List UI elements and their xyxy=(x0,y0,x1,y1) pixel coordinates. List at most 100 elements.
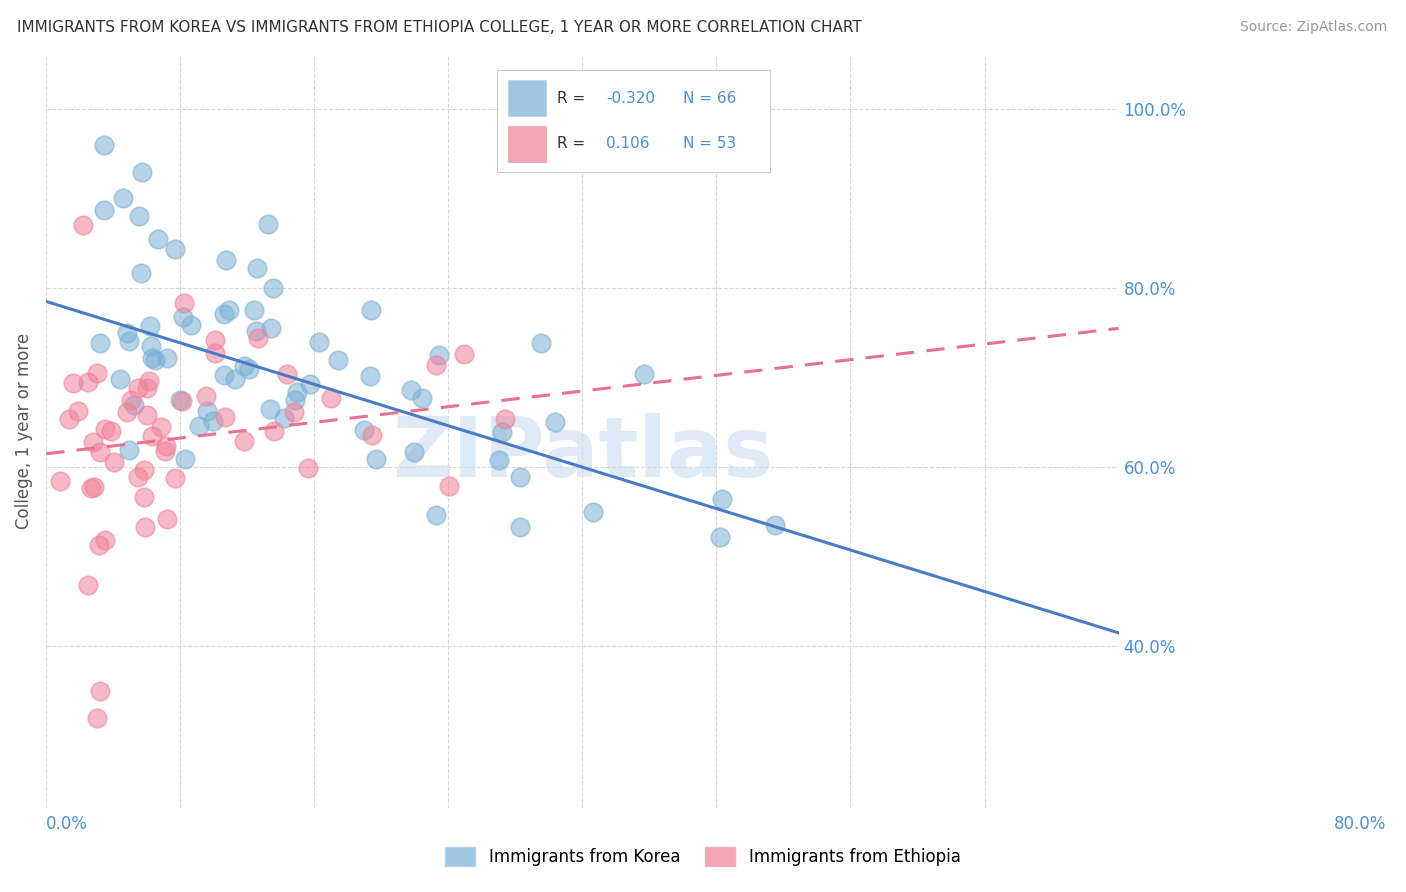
Point xyxy=(82,435,104,450)
Point xyxy=(156,351,179,366)
Point xyxy=(509,470,531,484)
Point xyxy=(93,137,115,152)
Point xyxy=(214,410,236,425)
Point xyxy=(243,302,266,317)
Text: 80.0%: 80.0% xyxy=(1334,815,1386,833)
Point xyxy=(77,376,100,390)
Point xyxy=(529,336,551,351)
Point xyxy=(112,191,135,205)
Point xyxy=(453,346,475,360)
Point xyxy=(224,372,246,386)
Point xyxy=(141,351,163,365)
Point xyxy=(297,461,319,475)
Point xyxy=(427,348,450,362)
Point xyxy=(108,372,131,386)
Point xyxy=(128,210,150,224)
Point xyxy=(256,217,278,231)
Point xyxy=(100,424,122,438)
Point xyxy=(117,405,139,419)
Text: 0.0%: 0.0% xyxy=(46,815,89,833)
Point xyxy=(359,369,381,384)
Y-axis label: College, 1 year or more: College, 1 year or more xyxy=(15,334,32,529)
Point xyxy=(169,393,191,408)
Point xyxy=(87,538,110,552)
Point xyxy=(77,578,100,592)
Point xyxy=(488,453,510,467)
Point xyxy=(246,260,269,275)
Point xyxy=(543,415,565,429)
Point xyxy=(134,491,156,505)
Point xyxy=(328,353,350,368)
Point xyxy=(360,302,382,317)
Point xyxy=(212,368,235,382)
Legend: Immigrants from Korea, Immigrants from Ethiopia: Immigrants from Korea, Immigrants from E… xyxy=(439,840,967,873)
Text: IMMIGRANTS FROM KOREA VS IMMIGRANTS FROM ETHIOPIA COLLEGE, 1 YEAR OR MORE CORREL: IMMIGRANTS FROM KOREA VS IMMIGRANTS FROM… xyxy=(17,20,862,35)
Point xyxy=(425,508,447,522)
Point xyxy=(103,455,125,469)
Point xyxy=(204,334,226,348)
Point xyxy=(93,533,115,548)
Point xyxy=(283,405,305,419)
Point xyxy=(233,359,256,374)
Point xyxy=(141,429,163,443)
Point xyxy=(204,346,226,360)
Point xyxy=(173,296,195,310)
Point xyxy=(149,419,172,434)
Point xyxy=(212,307,235,321)
Point xyxy=(118,442,141,457)
Point xyxy=(89,445,111,459)
Point xyxy=(136,408,159,422)
Point xyxy=(353,423,375,437)
Point xyxy=(364,452,387,467)
Point xyxy=(174,452,197,467)
Point xyxy=(132,462,155,476)
Point xyxy=(146,232,169,246)
Point xyxy=(121,392,143,407)
Point xyxy=(58,411,80,425)
Point xyxy=(582,505,605,519)
Point xyxy=(89,684,111,698)
Point xyxy=(72,219,94,233)
Point xyxy=(188,418,211,433)
Point xyxy=(172,393,194,408)
Point xyxy=(138,374,160,388)
Point xyxy=(136,381,159,395)
Point xyxy=(260,320,283,334)
Point xyxy=(439,479,461,493)
Point xyxy=(49,474,72,488)
Point xyxy=(118,334,141,348)
Point xyxy=(259,401,281,416)
Point xyxy=(122,398,145,412)
Point xyxy=(491,425,513,439)
Point xyxy=(411,391,433,405)
Point xyxy=(163,470,186,484)
Point xyxy=(276,367,298,381)
Point xyxy=(285,384,308,399)
Point xyxy=(134,520,156,534)
Point xyxy=(284,393,307,408)
Point xyxy=(233,434,256,448)
Point xyxy=(67,404,90,418)
Point xyxy=(86,366,108,380)
Point xyxy=(145,353,167,368)
Point xyxy=(127,380,149,394)
Point xyxy=(247,331,270,345)
Point xyxy=(115,326,138,340)
Point xyxy=(129,266,152,280)
Point xyxy=(262,281,284,295)
Point xyxy=(201,414,224,428)
Point xyxy=(83,480,105,494)
Point xyxy=(165,242,187,256)
Point xyxy=(308,335,330,350)
Point xyxy=(194,389,217,403)
Point xyxy=(399,383,422,397)
Point xyxy=(153,443,176,458)
Point xyxy=(238,362,260,376)
Point xyxy=(245,324,267,338)
Point xyxy=(80,482,103,496)
Point xyxy=(299,376,322,391)
Point xyxy=(195,403,218,417)
Point xyxy=(361,427,384,442)
Point xyxy=(494,412,516,426)
Point xyxy=(273,411,295,425)
